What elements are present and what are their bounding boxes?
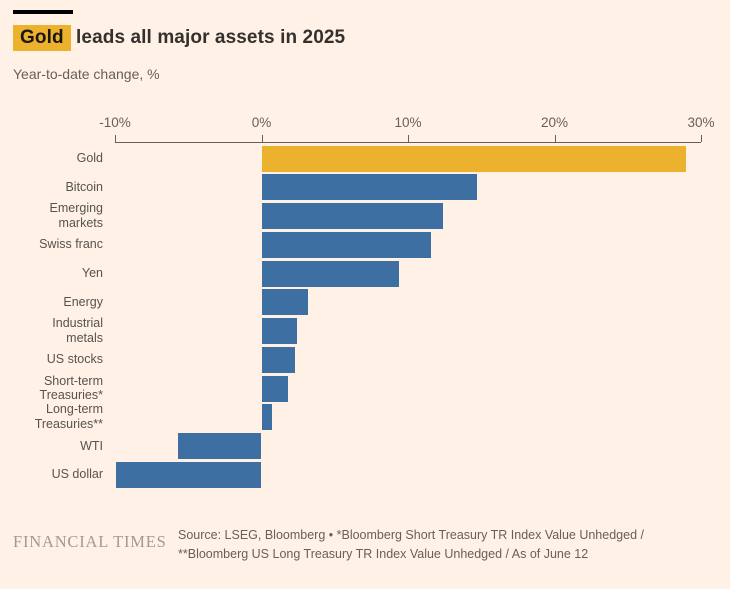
kicker-bar bbox=[13, 10, 73, 14]
bar-row bbox=[115, 144, 701, 173]
category-label: Industrial metals bbox=[52, 316, 103, 345]
category-label: Emerging markets bbox=[49, 201, 104, 230]
x-tick-label: 30% bbox=[687, 115, 715, 130]
category-label: Energy bbox=[63, 294, 103, 309]
bar-emerging-markets bbox=[261, 203, 444, 229]
category-label: US dollar bbox=[51, 467, 103, 482]
bar-row bbox=[115, 259, 701, 288]
bar-short-term-treasuries bbox=[261, 375, 288, 402]
category-label: Short-term Treasuries* bbox=[39, 373, 103, 403]
row-labels: Gold Bitcoin Emerging markets Swiss franc Ye… bbox=[13, 144, 115, 489]
x-tick-label: 0% bbox=[251, 115, 272, 130]
page-title: Gold leads all major assets in 2025 bbox=[13, 25, 701, 51]
title-rest: leads all major assets in 2025 bbox=[70, 27, 346, 48]
chart-subtitle: Year-to-date change, % bbox=[13, 66, 160, 82]
category-label: Yen bbox=[81, 266, 103, 280]
plot-rows bbox=[115, 143, 701, 489]
category-labels-column: Gold Bitcoin Emerging markets Swiss franc Ye… bbox=[13, 117, 115, 489]
category-label: Bitcoin bbox=[65, 179, 103, 194]
bar-row bbox=[115, 230, 701, 259]
x-axis: -10% 0% 10% 20% 30% bbox=[99, 115, 715, 143]
bar-row bbox=[115, 288, 701, 317]
bar-energy bbox=[261, 289, 309, 316]
chart-card: Gold leads all major assets in 2025 Year… bbox=[13, 10, 715, 564]
category-label: Long-term Treasuries** bbox=[34, 402, 103, 432]
bar-wti bbox=[177, 433, 262, 459]
bar-row bbox=[115, 432, 701, 461]
bar-yen bbox=[261, 260, 400, 287]
x-tick-mark bbox=[115, 135, 116, 142]
category-label: US stocks bbox=[46, 352, 103, 367]
bar-row bbox=[115, 202, 701, 231]
bar-row bbox=[115, 317, 701, 346]
category-label: WTI bbox=[80, 438, 103, 453]
x-tick-mark bbox=[261, 135, 263, 142]
x-tick-mark bbox=[554, 135, 556, 142]
category-label: Gold bbox=[76, 151, 103, 165]
bar-row bbox=[115, 345, 701, 374]
ft-wordmark: FINANCIAL TIMES bbox=[13, 532, 167, 551]
title-highlight: Gold bbox=[13, 25, 71, 51]
bar-row bbox=[115, 173, 701, 202]
x-tick-label: 10% bbox=[394, 115, 422, 130]
x-tick-mark bbox=[701, 135, 702, 142]
bar-us-dollar bbox=[116, 461, 262, 488]
bar-row bbox=[115, 374, 701, 403]
bar-long-term-treasuries bbox=[261, 404, 272, 431]
x-tick-mark bbox=[408, 135, 409, 142]
x-tick-label: -10% bbox=[99, 115, 131, 130]
source-note: Source: LSEG, Bloomberg • *Bloomberg Sho… bbox=[178, 528, 644, 561]
category-label: Swiss franc bbox=[39, 237, 103, 252]
bar-row bbox=[115, 403, 701, 432]
chart-footer: FINANCIAL TIMES Source: LSEG, Bloomberg … bbox=[13, 526, 701, 564]
bar-us-stocks bbox=[261, 346, 296, 373]
bar-swiss-franc bbox=[261, 231, 432, 258]
x-tick-label: 20% bbox=[540, 115, 569, 130]
bar-industrial-metals bbox=[261, 318, 297, 344]
plot-area: -10% 0% 10% 20% 30% bbox=[99, 115, 715, 489]
bar-row bbox=[115, 460, 701, 489]
bar-gold bbox=[261, 145, 687, 172]
bar-chart: Gold Bitcoin Emerging markets Swiss franc Ye… bbox=[13, 115, 715, 489]
bar-bitcoin bbox=[261, 174, 477, 201]
